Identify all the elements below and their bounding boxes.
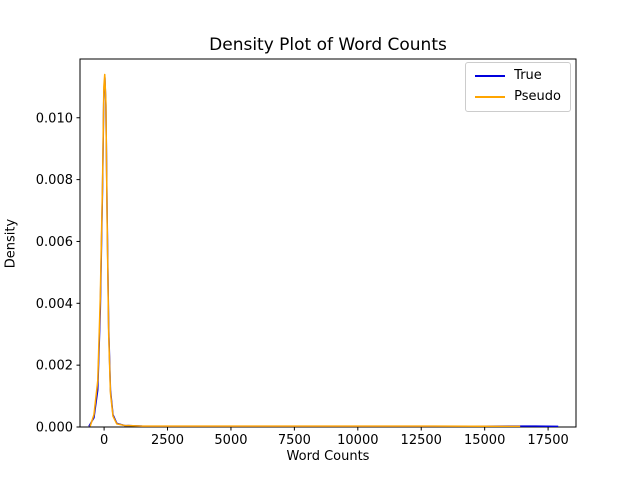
legend-entry-true: True: [475, 68, 561, 83]
density-curve-pseudo: [89, 73, 521, 427]
y-tick-label: 0.000: [36, 421, 73, 436]
x-tick-label: 7500: [278, 433, 311, 448]
chart-title: Density Plot of Word Counts: [209, 35, 447, 55]
legend-line-pseudo-icon: [475, 96, 506, 99]
y-tick-label: 0.006: [36, 235, 73, 250]
density-curve-true: [88, 76, 559, 427]
x-tick-label: 10000: [337, 433, 378, 448]
x-tick-label: 15000: [464, 433, 505, 448]
y-tick-label: 0.004: [36, 297, 73, 312]
y-tick-label: 0.010: [36, 111, 73, 126]
legend-line-true-icon: [475, 75, 506, 78]
y-tick-label: 0.008: [36, 173, 73, 188]
x-tick-label: 2500: [151, 433, 184, 448]
legend-label-true: True: [514, 68, 542, 83]
x-axis-label: Word Counts: [286, 449, 370, 464]
x-tick-label: 5000: [214, 433, 247, 448]
x-tick-label: 0: [100, 433, 108, 448]
y-tick-label: 0.002: [36, 359, 73, 374]
legend: True Pseudo: [465, 62, 571, 112]
axes-spines: [79, 58, 577, 428]
legend-label-pseudo: Pseudo: [514, 89, 561, 105]
y-axis-label: Density: [3, 218, 19, 269]
x-tick-label: 17500: [527, 433, 568, 448]
x-tick-label: 12500: [401, 433, 442, 448]
legend-entry-pseudo: Pseudo: [475, 89, 561, 105]
